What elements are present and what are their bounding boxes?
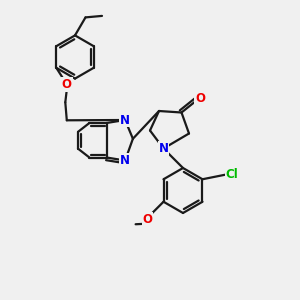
Text: O: O — [195, 92, 205, 105]
Text: Cl: Cl — [225, 168, 238, 181]
Text: N: N — [120, 113, 130, 127]
Text: O: O — [142, 213, 153, 226]
Text: N: N — [158, 142, 169, 155]
Text: O: O — [62, 78, 72, 91]
Text: N: N — [120, 154, 130, 167]
